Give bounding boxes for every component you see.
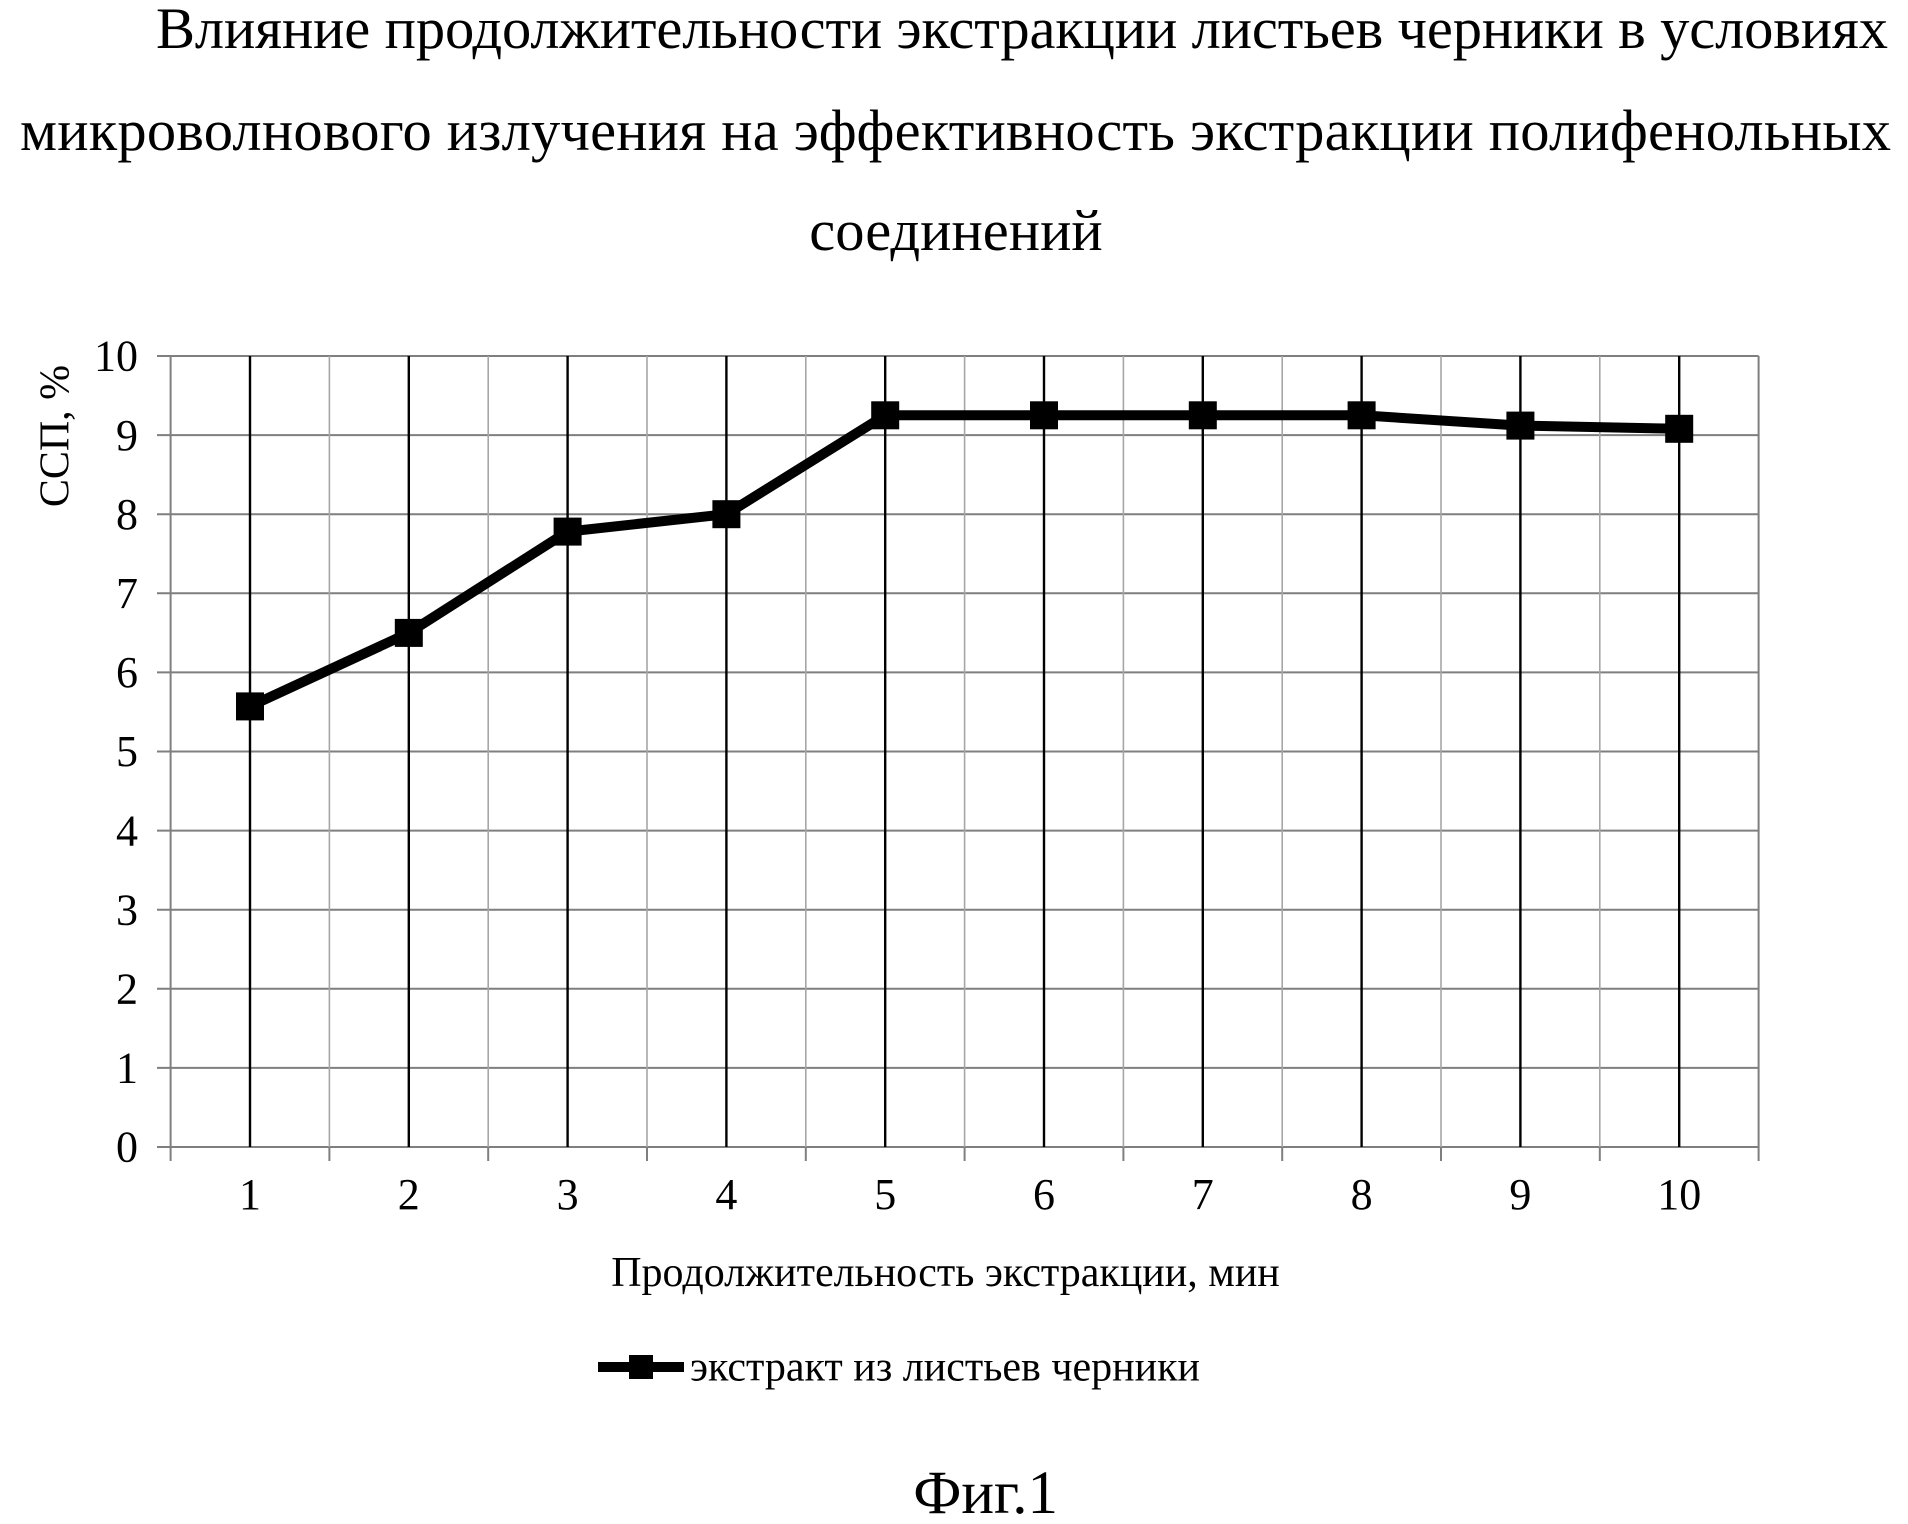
- svg-text:экстракт из листьев черники: экстракт из листьев черники: [690, 1345, 1200, 1391]
- svg-text:микроволнового излучения на эф: микроволнового излучения на эффективност…: [20, 98, 1891, 163]
- svg-text:6: 6: [1033, 1170, 1055, 1219]
- svg-text:7: 7: [116, 569, 138, 618]
- svg-text:2: 2: [398, 1170, 420, 1219]
- svg-text:2: 2: [116, 965, 138, 1014]
- svg-text:7: 7: [1192, 1170, 1214, 1219]
- svg-text:Продолжительность экстракции,: Продолжительность экстракции, мин: [611, 1250, 1280, 1296]
- svg-text:3: 3: [116, 885, 138, 934]
- svg-text:0: 0: [116, 1123, 138, 1172]
- svg-text:соединений: соединений: [809, 198, 1102, 263]
- svg-text:ССП, %: ССП, %: [33, 365, 79, 507]
- svg-text:5: 5: [874, 1170, 896, 1219]
- svg-text:Влияние продолжительности экст: Влияние продолжительности экстракции лис…: [156, 0, 1888, 61]
- svg-text:4: 4: [116, 806, 138, 855]
- svg-text:8: 8: [1351, 1170, 1373, 1219]
- svg-text:5: 5: [116, 727, 138, 776]
- svg-text:3: 3: [557, 1170, 579, 1219]
- svg-text:9: 9: [116, 411, 138, 460]
- svg-text:8: 8: [116, 490, 138, 539]
- svg-text:Фиг.1: Фиг.1: [913, 1460, 1058, 1524]
- svg-text:4: 4: [715, 1170, 737, 1219]
- svg-text:1: 1: [116, 1044, 138, 1093]
- svg-text:10: 10: [1657, 1170, 1701, 1219]
- svg-text:1: 1: [239, 1170, 261, 1219]
- svg-text:10: 10: [94, 332, 138, 381]
- svg-text:6: 6: [116, 648, 138, 697]
- svg-text:9: 9: [1509, 1170, 1531, 1219]
